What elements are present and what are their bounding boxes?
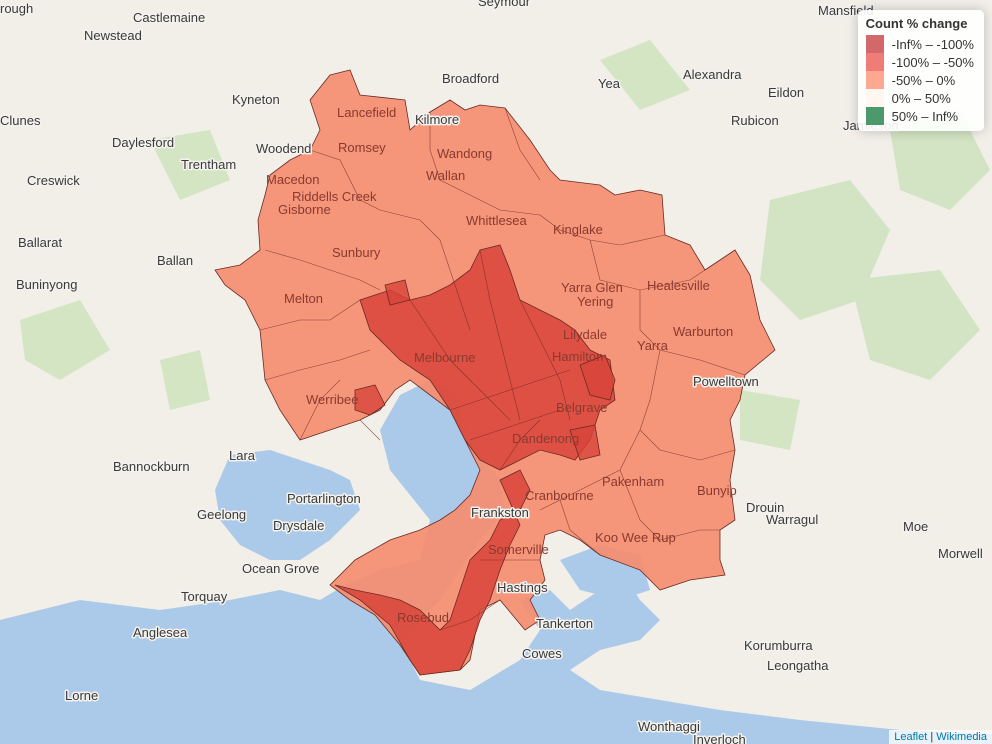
place-label-alexandra: Alexandra [683, 67, 742, 82]
place-label-inverloch: Inverloch [693, 732, 746, 744]
legend-label: -Inf% – -100% [891, 36, 974, 52]
place-label-cowes: Cowes [522, 646, 562, 661]
legend-swatch [865, 107, 884, 125]
place-label-wallan: Wallan [426, 168, 465, 183]
place-label-lara: Lara [229, 448, 256, 463]
place-label-leongatha: Leongatha [767, 658, 829, 673]
legend: Count % change -Inf% – -100% -100% – -50… [857, 10, 984, 131]
place-label-warburton: Warburton [673, 324, 733, 339]
legend-label: -100% – -50% [891, 54, 974, 70]
place-label-rough: rough [0, 1, 33, 16]
place-label-geelong: Geelong [197, 507, 246, 522]
place-label-kyneton: Kyneton [232, 92, 280, 107]
place-label-kilmore: Kilmore [415, 112, 459, 127]
legend-item: 50% – Inf% [865, 107, 974, 125]
place-label-powelltown: Powelltown [693, 374, 759, 389]
place-label-wonthaggi: Wonthaggi [638, 719, 700, 734]
place-label-cranbourne: Cranbourne [525, 488, 594, 503]
place-label-torquay: Torquay [181, 589, 228, 604]
place-label-ballan: Ballan [157, 253, 193, 268]
place-label-wandong: Wandong [437, 146, 492, 161]
place-label-pakenham: Pakenham [602, 474, 664, 489]
legend-item: -100% – -50% [865, 53, 974, 71]
legend-label: 50% – Inf% [891, 108, 959, 124]
place-label-portarlington: Portarlington [287, 491, 361, 506]
region-polygons [214, 69, 776, 676]
legend-swatch [865, 71, 884, 89]
place-label-rubicon: Rubicon [731, 113, 779, 128]
place-label-rosebud: Rosebud [397, 610, 449, 625]
place-label-yarra-glen: Yarra Glen [561, 280, 623, 295]
place-label-trentham: Trentham [181, 157, 236, 172]
place-label-healesville: Healesville [647, 278, 710, 293]
leaflet-link[interactable]: Leaflet [894, 731, 928, 743]
place-label-romsey: Romsey [338, 140, 386, 155]
legend-swatch [865, 53, 884, 71]
place-label-somerville: Somerville [488, 542, 549, 557]
place-label-bannockburn: Bannockburn [113, 459, 190, 474]
place-label-ocean-grove: Ocean Grove [242, 561, 319, 576]
place-label-hamilton: Hamilton [552, 349, 603, 364]
place-label-ballarat: Ballarat [18, 235, 62, 250]
legend-item: 0% – 50% [865, 89, 974, 107]
place-label-drouin: Drouin [746, 500, 784, 515]
place-label-broadford: Broadford [442, 71, 499, 86]
place-label-yea: Yea [598, 76, 621, 91]
place-label-macedon: Macedon [266, 172, 319, 187]
wikimedia-link[interactable]: Wikimedia [936, 731, 987, 743]
place-label-koo-wee-rup: Koo Wee Rup [595, 530, 676, 545]
place-label-warragul: Warragul [766, 512, 818, 527]
place-label-melton: Melton [284, 291, 323, 306]
place-label-hastings: Hastings [497, 580, 548, 595]
place-label-lancefield: Lancefield [337, 105, 396, 120]
place-label-tankerton: Tankerton [536, 616, 593, 631]
place-label-sunbury: Sunbury [332, 245, 381, 260]
place-label-korumburra: Korumburra [744, 638, 813, 653]
place-label-seymour: Seymour [478, 0, 531, 9]
legend-item: -50% – 0% [865, 71, 974, 89]
place-label-eildon: Eildon [768, 85, 804, 100]
legend-swatch [865, 35, 884, 53]
region-borders [259, 107, 746, 631]
place-label-melbourne: Melbourne [414, 350, 475, 365]
place-label-gisborne: Gisborne [278, 202, 331, 217]
place-label-yarra: Yarra [637, 338, 669, 353]
attribution-separator: | [930, 731, 934, 743]
legend-swatch [865, 89, 884, 107]
legend-item: -Inf% – -100% [865, 35, 974, 53]
forest-areas [20, 40, 990, 450]
place-label-lilydale: Lilydale [563, 327, 607, 342]
legend-label: 0% – 50% [891, 90, 951, 106]
place-label-lorne: Lorne [65, 688, 98, 703]
place-label-bunyip: Bunyip [697, 483, 737, 498]
place-label-belgrave: Belgrave [556, 400, 607, 415]
place-label-castlemaine: Castlemaine [133, 10, 205, 25]
place-label-daylesford: Daylesford [112, 135, 174, 150]
place-label-newstead: Newstead [84, 28, 142, 43]
place-label-anglesea: Anglesea [133, 625, 188, 640]
place-label-drysdale: Drysdale [273, 518, 324, 533]
place-label-dandenong: Dandenong [512, 431, 579, 446]
place-label-yering: Yering [577, 294, 613, 309]
place-label-werribee: Werribee [306, 392, 359, 407]
place-label-whittlesea: Whittlesea [466, 213, 527, 228]
place-label-clunes: Clunes [0, 113, 41, 128]
place-label-frankston: Frankston [471, 505, 529, 520]
legend-title: Count % change [865, 16, 968, 31]
place-label-woodend: Woodend [256, 141, 311, 156]
map-attribution: Leaflet | Wikimedia [889, 730, 992, 744]
place-label-morwell: Morwell [938, 546, 983, 561]
place-label-moe: Moe [903, 519, 928, 534]
place-label-riddells-creek: Riddells Creek [292, 189, 377, 204]
place-label-kinglake: Kinglake [553, 222, 603, 237]
legend-label: -50% – 0% [891, 72, 956, 88]
place-label-creswick: Creswick [27, 173, 80, 188]
place-label-buninyong: Buninyong [16, 277, 77, 292]
